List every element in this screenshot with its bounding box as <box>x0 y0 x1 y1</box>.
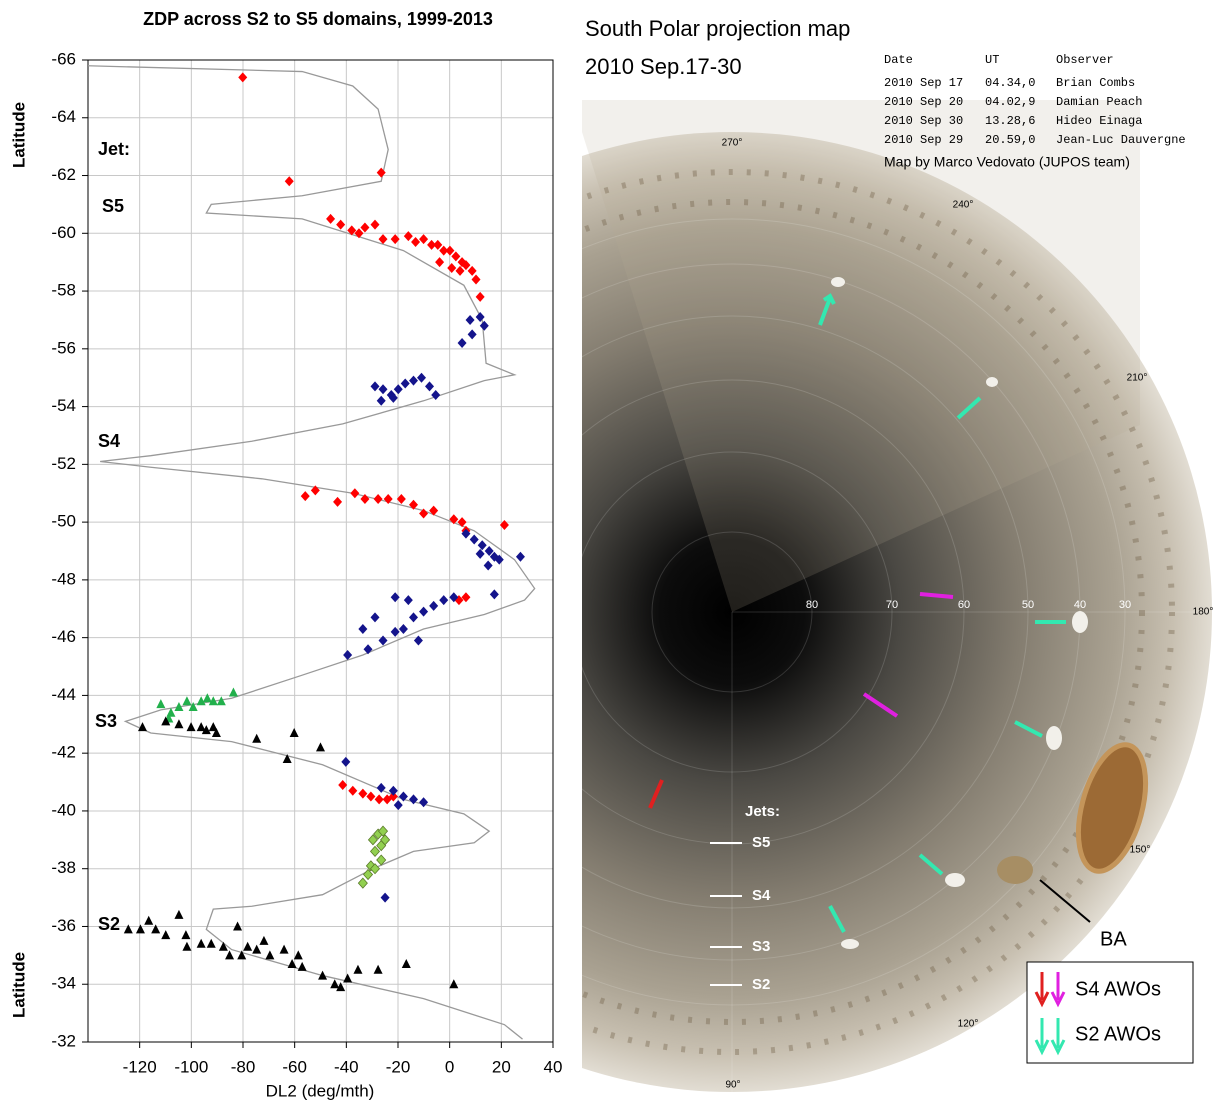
y-tick-label: -58 <box>51 281 76 300</box>
map-title: South Polar projection map <box>585 16 850 41</box>
table-cell: 04.34,0 <box>985 76 1035 90</box>
x-tick-label: -60 <box>282 1057 307 1076</box>
x-tick-label: -20 <box>386 1057 411 1076</box>
longitude-label: 120° <box>958 1019 979 1030</box>
legend-label: S2 AWOs <box>1075 1023 1161 1045</box>
table-header: Date <box>884 53 913 67</box>
table-header: Observer <box>1056 53 1114 67</box>
longitude-label: 240° <box>953 200 974 211</box>
y-tick-label: -34 <box>51 974 76 993</box>
x-axis-label: DL2 (deg/mth) <box>266 1081 375 1100</box>
map-legend <box>1027 962 1193 1063</box>
table-cell: 2010 Sep 20 <box>884 95 963 109</box>
chart: -66 -64 -62 -60 -58 -56 -54 -52 -50 -48 -46 -44 -42 -… <box>9 9 562 1101</box>
y-tick-label: -42 <box>51 743 76 762</box>
longitude-label: 210° <box>1127 373 1148 384</box>
y-tick-label: -50 <box>51 512 76 531</box>
jet-label: S4 <box>752 887 771 904</box>
x-tick-label: 0 <box>445 1057 454 1076</box>
jet-label: S5 <box>102 196 124 216</box>
y-tick-label: -44 <box>51 685 76 704</box>
x-tick-label: 40 <box>544 1057 563 1076</box>
y-tick-label: -40 <box>51 800 76 819</box>
y-tick-label: -38 <box>51 858 76 877</box>
jet-label: S3 <box>752 938 770 955</box>
jet-label: S3 <box>95 711 117 731</box>
y-tick-label: -66 <box>51 49 76 68</box>
table-cell: 2010 Sep 30 <box>884 114 963 128</box>
legend-box <box>1027 962 1193 1063</box>
x-tick-label: -100 <box>174 1057 208 1076</box>
jet-label: S4 <box>98 431 120 451</box>
map-credit: Map by Marco Vedovato (JUPOS team) <box>884 154 1130 170</box>
table-cell: Brian Combs <box>1056 76 1135 90</box>
longitude-label: 90° <box>725 1080 740 1091</box>
jet-label: S2 <box>752 976 770 993</box>
y-tick-label: -52 <box>51 454 76 473</box>
longitude-label: 270° <box>722 138 743 149</box>
jet-label: S2 <box>98 914 120 934</box>
longitude-label: 180° <box>1193 607 1214 618</box>
y-axis-label: Latitude <box>9 952 28 1018</box>
x-tick-label: -40 <box>334 1057 359 1076</box>
table-cell: 04.02,9 <box>985 95 1035 109</box>
table-cell: Damian Peach <box>1056 95 1142 109</box>
chart-title: ZDP across S2 to S5 domains, 1999-2013 <box>143 9 493 29</box>
jet-label: Jet: <box>98 139 130 159</box>
latitude-label: 80 <box>806 599 818 611</box>
y-tick-label: -64 <box>51 107 76 126</box>
figure: -66 -64 -62 -60 -58 -56 -54 -52 -50 -48 -46 -44 -42 -… <box>0 0 1219 1104</box>
y-tick-label: -36 <box>51 916 76 935</box>
jets-title: Jets: <box>745 803 780 820</box>
legend-label: S4 AWOs <box>1075 978 1161 1000</box>
latitude-label: 40 <box>1074 599 1086 611</box>
y-tick-label: -32 <box>51 1031 76 1050</box>
y-tick-label: -62 <box>51 165 76 184</box>
longitude-label: 150° <box>1130 845 1151 856</box>
latitude-label: 30 <box>1119 599 1131 611</box>
y-tick-label: -56 <box>51 338 76 357</box>
table-cell: 13.28,6 <box>985 114 1035 128</box>
y-tick-label: -48 <box>51 569 76 588</box>
latitude-label: 70 <box>886 599 898 611</box>
y-tick-label: -60 <box>51 223 76 242</box>
x-tick-label: 20 <box>492 1057 511 1076</box>
table-cell: 2010 Sep 29 <box>884 133 963 147</box>
y-tick-label: -54 <box>51 396 76 415</box>
y-axis-label: Latitude <box>9 102 28 168</box>
x-tick-label: -80 <box>231 1057 256 1076</box>
x-tick-label: -120 <box>123 1057 157 1076</box>
ba-label: BA <box>1100 928 1127 950</box>
table-cell: 2010 Sep 17 <box>884 76 963 90</box>
latitude-label: 60 <box>958 599 970 611</box>
latitude-label: 50 <box>1022 599 1034 611</box>
y-tick-label: -46 <box>51 627 76 646</box>
table-header: UT <box>985 53 999 67</box>
map-subtitle: 2010 Sep.17-30 <box>585 54 742 79</box>
table-cell: Hideo Einaga <box>1056 114 1142 128</box>
table-cell: Jean-Luc Dauvergne <box>1056 133 1186 147</box>
ba-oval <box>997 856 1033 884</box>
jet-label: S5 <box>752 834 770 851</box>
table-cell: 20.59,0 <box>985 133 1035 147</box>
